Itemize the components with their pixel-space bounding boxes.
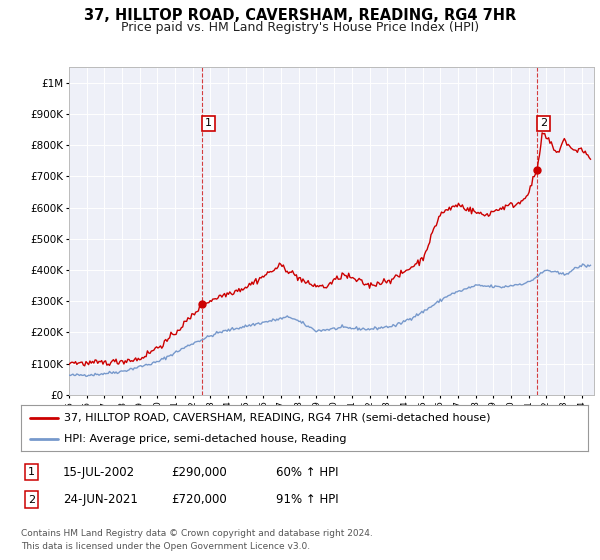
Text: 24-JUN-2021: 24-JUN-2021 (63, 493, 138, 506)
Text: 60% ↑ HPI: 60% ↑ HPI (276, 465, 338, 479)
Text: 37, HILLTOP ROAD, CAVERSHAM, READING, RG4 7HR: 37, HILLTOP ROAD, CAVERSHAM, READING, RG… (84, 8, 516, 24)
Text: Price paid vs. HM Land Registry's House Price Index (HPI): Price paid vs. HM Land Registry's House … (121, 21, 479, 34)
Text: HPI: Average price, semi-detached house, Reading: HPI: Average price, semi-detached house,… (64, 435, 346, 444)
Text: Contains HM Land Registry data © Crown copyright and database right 2024.: Contains HM Land Registry data © Crown c… (21, 529, 373, 538)
Text: 91% ↑ HPI: 91% ↑ HPI (276, 493, 338, 506)
Text: 1: 1 (205, 118, 212, 128)
Text: £720,000: £720,000 (171, 493, 227, 506)
Text: 2: 2 (540, 118, 547, 128)
Text: 37, HILLTOP ROAD, CAVERSHAM, READING, RG4 7HR (semi-detached house): 37, HILLTOP ROAD, CAVERSHAM, READING, RG… (64, 413, 490, 423)
Text: 2: 2 (28, 494, 35, 505)
Text: This data is licensed under the Open Government Licence v3.0.: This data is licensed under the Open Gov… (21, 542, 310, 551)
Text: 15-JUL-2002: 15-JUL-2002 (63, 465, 135, 479)
Text: 1: 1 (28, 467, 35, 477)
Text: £290,000: £290,000 (171, 465, 227, 479)
